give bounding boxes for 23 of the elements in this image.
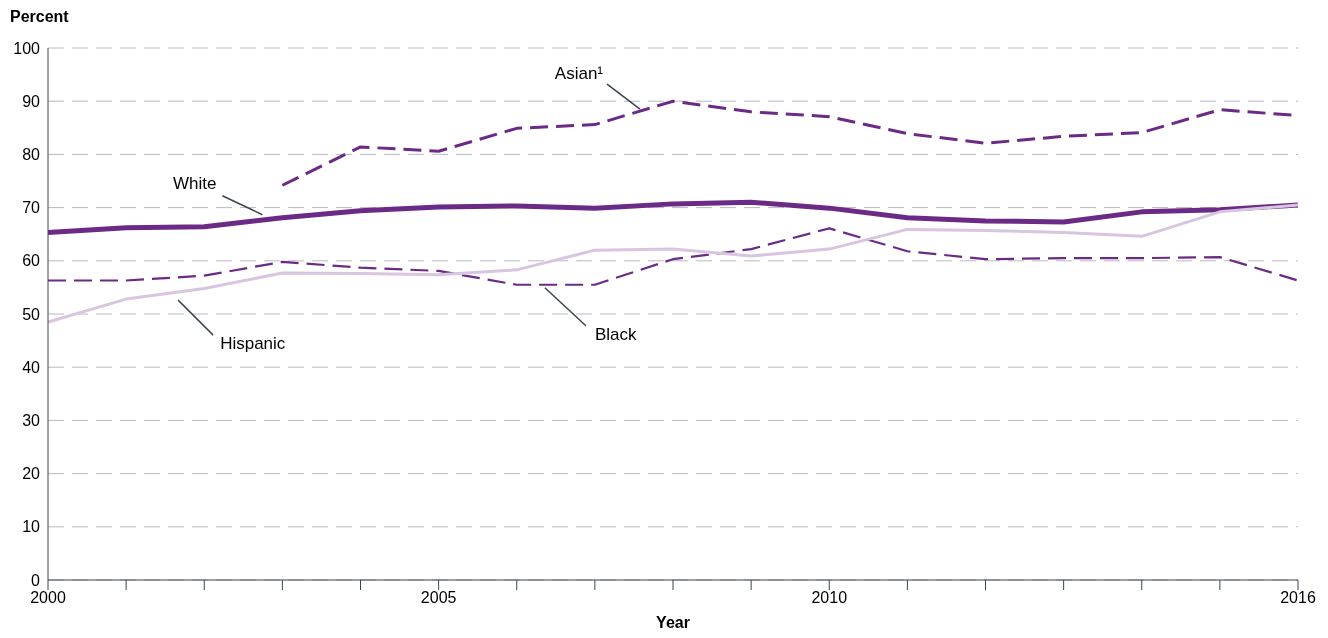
y-tick-label: 80: [22, 146, 41, 164]
text: Asian¹: [554, 64, 604, 84]
x-tick-label: 2000: [30, 589, 66, 607]
y-tick-label: 0: [31, 571, 41, 589]
y-axis-title: Percent: [10, 8, 69, 26]
x-tick-label: 2010: [811, 589, 848, 607]
x-axis-title: Year: [656, 614, 690, 631]
y-tick-label: 60: [22, 252, 41, 270]
y-tick-label: 30: [22, 412, 41, 430]
line-series: [48, 227, 1298, 286]
y-tick-label: 10: [22, 518, 41, 536]
x-tick-label: 2016: [1280, 589, 1316, 607]
series-label: White: [172, 173, 217, 193]
x-tick-label: 2005: [420, 589, 457, 607]
y-tick-label: 40: [22, 358, 41, 376]
text: Black: [594, 324, 637, 344]
y-tick-label: 70: [22, 199, 41, 217]
y-tick-label: 90: [22, 92, 41, 110]
text: Hispanic: [220, 334, 286, 354]
y-tick-label: 100: [13, 39, 41, 57]
line-series: [48, 203, 1298, 324]
y-tick-label: 20: [22, 465, 41, 483]
y-tick-label: 50: [22, 305, 41, 323]
